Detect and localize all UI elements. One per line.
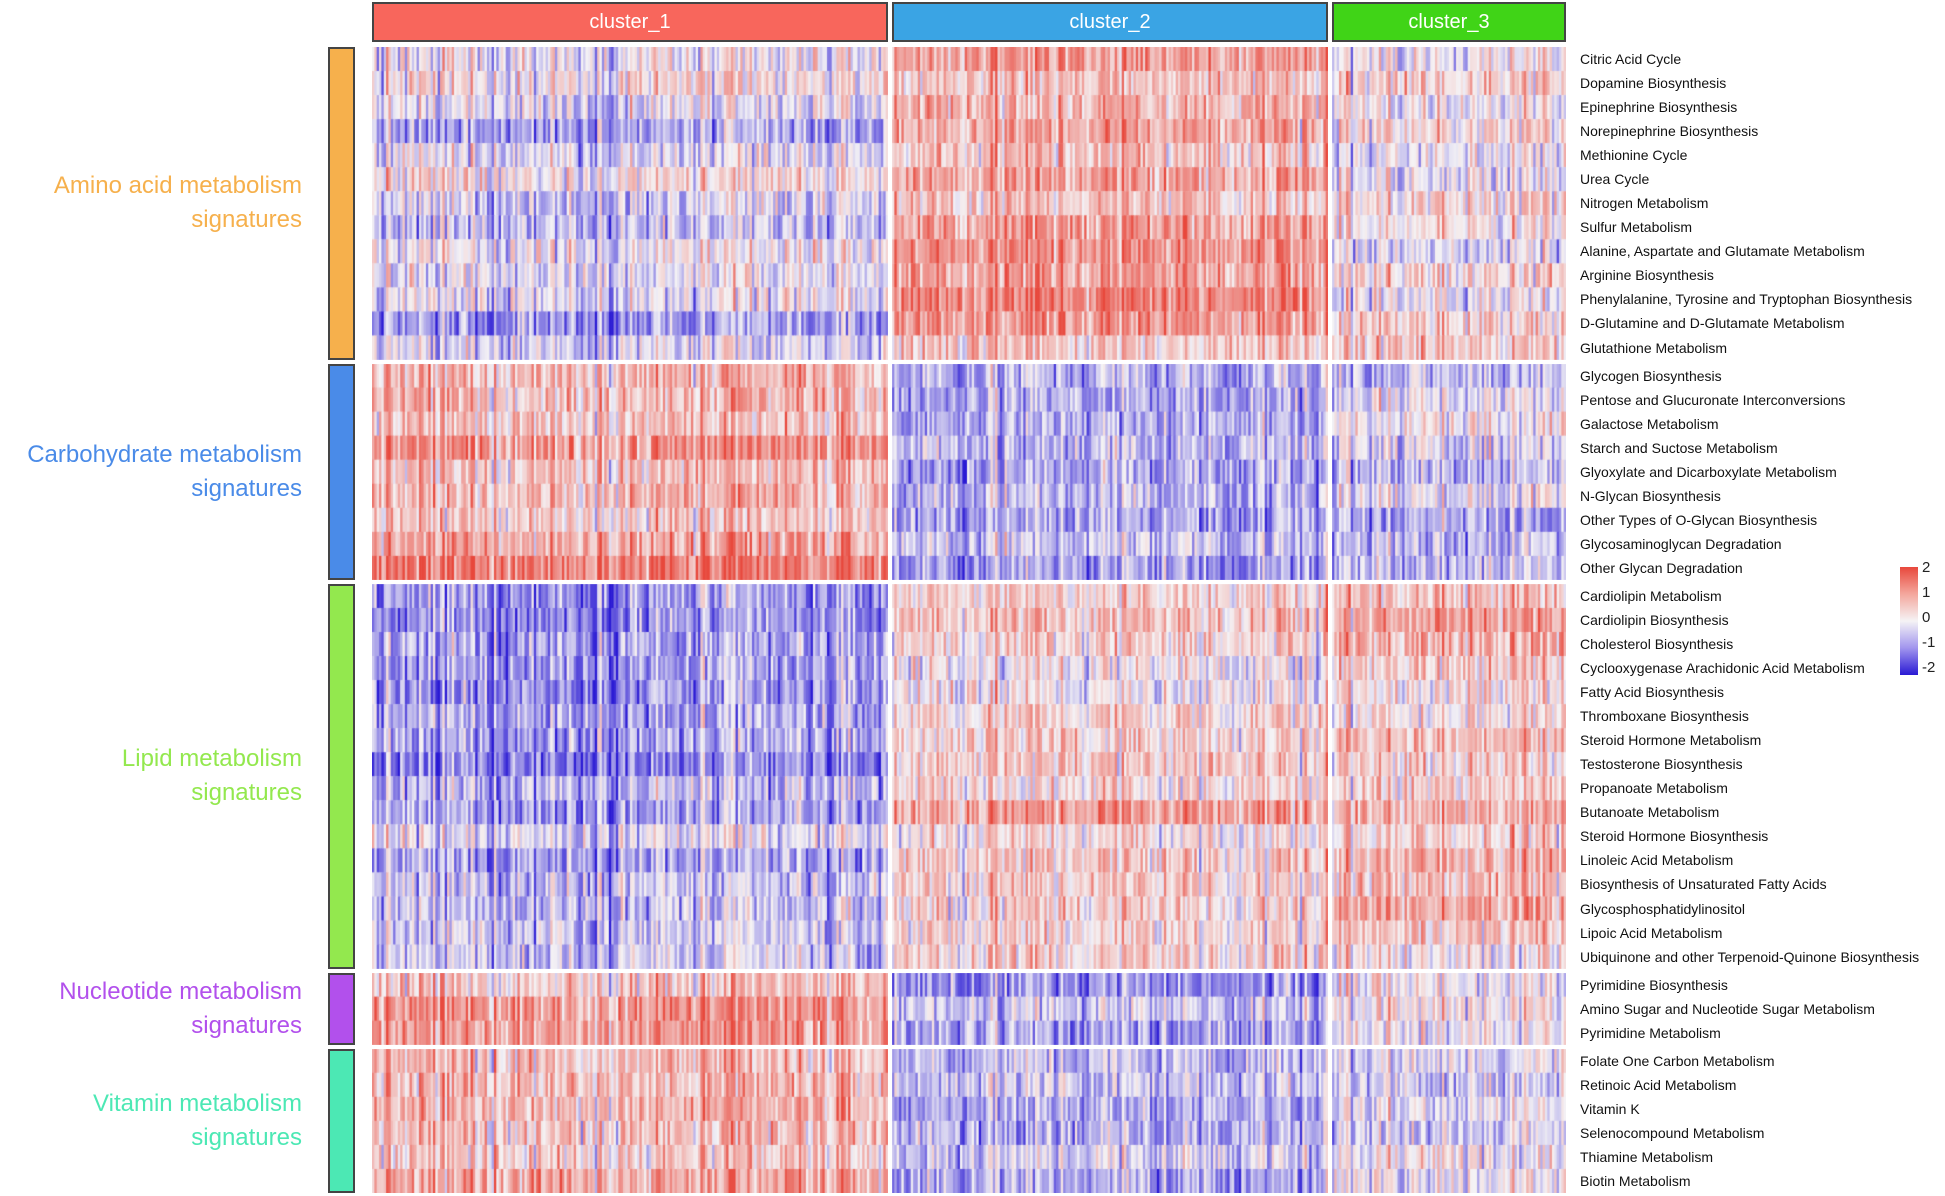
row-label: Cardiolipin Biosynthesis	[1580, 612, 1729, 628]
row-label: Glycosphosphatidylinositol	[1580, 900, 1745, 917]
group-label-line1: Vitamin metabolism	[93, 1089, 302, 1117]
group-label-line2: signatures	[191, 1123, 302, 1151]
legend-tick: -2	[1922, 659, 1936, 676]
group-label-3: Nucleotide metabolism signatures	[0, 975, 302, 1043]
group-gap	[372, 359, 1566, 364]
row-label: Alanine, Aspartate and Glutamate Metabol…	[1580, 243, 1865, 260]
legend-tick: -1	[1922, 634, 1936, 651]
group-label-2: Lipid metabolism signatures	[0, 742, 302, 810]
row-label: Lipoic Acid Metabolism	[1580, 924, 1723, 941]
row-label: Phenylalanine, Tyrosine and Tryptophan B…	[1580, 291, 1913, 308]
group-label-line1: Lipid metabolism	[121, 745, 302, 773]
row-label: Arginine Biosynthesis	[1580, 267, 1714, 284]
cluster-bar-cluster_2: cluster_2	[892, 2, 1328, 42]
row-label: Sulfur Metabolism	[1580, 219, 1693, 236]
cluster-gap	[888, 47, 892, 1193]
cluster-bar-cluster_3: cluster_3	[1332, 2, 1566, 42]
row-label: Selenocompound Metabolism	[1580, 1124, 1765, 1141]
group-label-line2: signatures	[191, 1011, 302, 1039]
row-label: Retinoic Acid Metabolism	[1580, 1076, 1737, 1093]
row-label: Amino Sugar and Nucleotide Sugar Metabol…	[1580, 1000, 1875, 1017]
row-label: Cardiolipin Metabolism	[1580, 587, 1722, 604]
row-label: Other Glycan Degradation	[1580, 559, 1743, 576]
row-label: Ubiquinone and other Terpenoid-Quinone B…	[1580, 948, 1920, 965]
row-label: Starch and Suctose Metabolism	[1580, 439, 1778, 456]
row-label: Dopamine Biosynthesis	[1580, 75, 1727, 92]
row-label: Glutathione Metabolism	[1580, 339, 1728, 356]
row-label: Citric Acid Cycle	[1580, 51, 1682, 68]
group-bar-4	[328, 1048, 355, 1193]
group-bar-3	[328, 972, 355, 1045]
row-label: Butanoate Metabolism	[1580, 804, 1720, 821]
row-label: Steroid Hormone Metabolism	[1580, 732, 1762, 749]
legend-tick: 2	[1922, 559, 1931, 576]
row-label: Thromboxane Biosynthesis	[1580, 708, 1749, 725]
row-label: Galactose Metabolism	[1580, 415, 1719, 432]
legend-tick: 0	[1922, 609, 1931, 626]
cluster-gap	[1328, 47, 1332, 1193]
row-label: Glycogen Biosynthesis	[1580, 367, 1722, 384]
row-label: Fatty Acid Biosynthesis	[1580, 684, 1724, 701]
group-bar-2	[328, 583, 355, 969]
row-label: Biosynthesis of Unsaturated Fatty Acids	[1580, 876, 1827, 893]
group-gap	[372, 968, 1566, 973]
row-label: Pyrimidine Biosynthesis	[1580, 976, 1728, 993]
legend-gradient-bar	[1900, 567, 1918, 675]
row-label: Testosterone Biosynthesis	[1580, 756, 1743, 773]
group-bar-0	[328, 47, 355, 360]
legend-tick: 1	[1922, 584, 1931, 601]
row-label: Nitrogen Metabolism	[1580, 195, 1709, 212]
row-label: D-Glutamine and D-Glutamate Metabolism	[1580, 315, 1845, 332]
row-label: Cyclooxygenase Arachidonic Acid Metaboli…	[1580, 660, 1865, 677]
row-label: Steroid Hormone Biosynthesis	[1580, 828, 1769, 845]
row-label: Epinephrine Biosynthesis	[1580, 99, 1738, 116]
group-label-line2: signatures	[191, 206, 302, 234]
row-label: Vitamin K	[1580, 1100, 1640, 1117]
row-label: Biotin Metabolism	[1580, 1172, 1691, 1189]
heatmap-cells	[372, 47, 1566, 1193]
row-label: Norepinephrine Biosynthesis	[1580, 123, 1759, 140]
group-bar-1	[328, 363, 355, 580]
group-label-0: Amino acid metabolism signatures	[0, 169, 302, 237]
row-label: Cholesterol Biosynthesis	[1580, 636, 1734, 653]
group-label-line1: Nucleotide metabolism	[59, 977, 302, 1005]
row-label: N-Glycan Biosynthesis	[1580, 487, 1721, 504]
row-label: Propanoate Metabolism	[1580, 780, 1728, 797]
row-label: Linoleic Acid Metabolism	[1580, 852, 1734, 869]
group-label-line1: Amino acid metabolism	[53, 172, 302, 200]
row-label: Folate One Carbon Metabolism	[1580, 1052, 1775, 1069]
row-label: Glycosaminoglycan Degradation	[1580, 535, 1782, 552]
row-label: Glyoxylate and Dicarboxylate Metabolism	[1580, 463, 1837, 480]
row-label: Other Types of O-Glycan Biosynthesis	[1580, 511, 1818, 528]
row-label: Methionine Cycle	[1580, 147, 1688, 164]
cluster-bar-cluster_1: cluster_1	[372, 2, 888, 42]
group-label-4: Vitamin metabolism signatures	[0, 1087, 302, 1155]
group-label-line2: signatures	[191, 474, 302, 502]
group-gap	[372, 579, 1566, 584]
group-label-line1: Carbohydrate metabolism	[27, 440, 302, 468]
group-label-line2: signatures	[191, 779, 302, 807]
group-gap	[372, 1044, 1566, 1049]
row-label: Thiamine Metabolism	[1580, 1148, 1714, 1165]
group-label-1: Carbohydrate metabolism signatures	[0, 438, 302, 506]
row-label: Urea Cycle	[1580, 171, 1650, 188]
row-label: Pentose and Glucuronate Interconversions	[1580, 391, 1846, 408]
row-label: Pyrimidine Metabolism	[1580, 1024, 1721, 1041]
